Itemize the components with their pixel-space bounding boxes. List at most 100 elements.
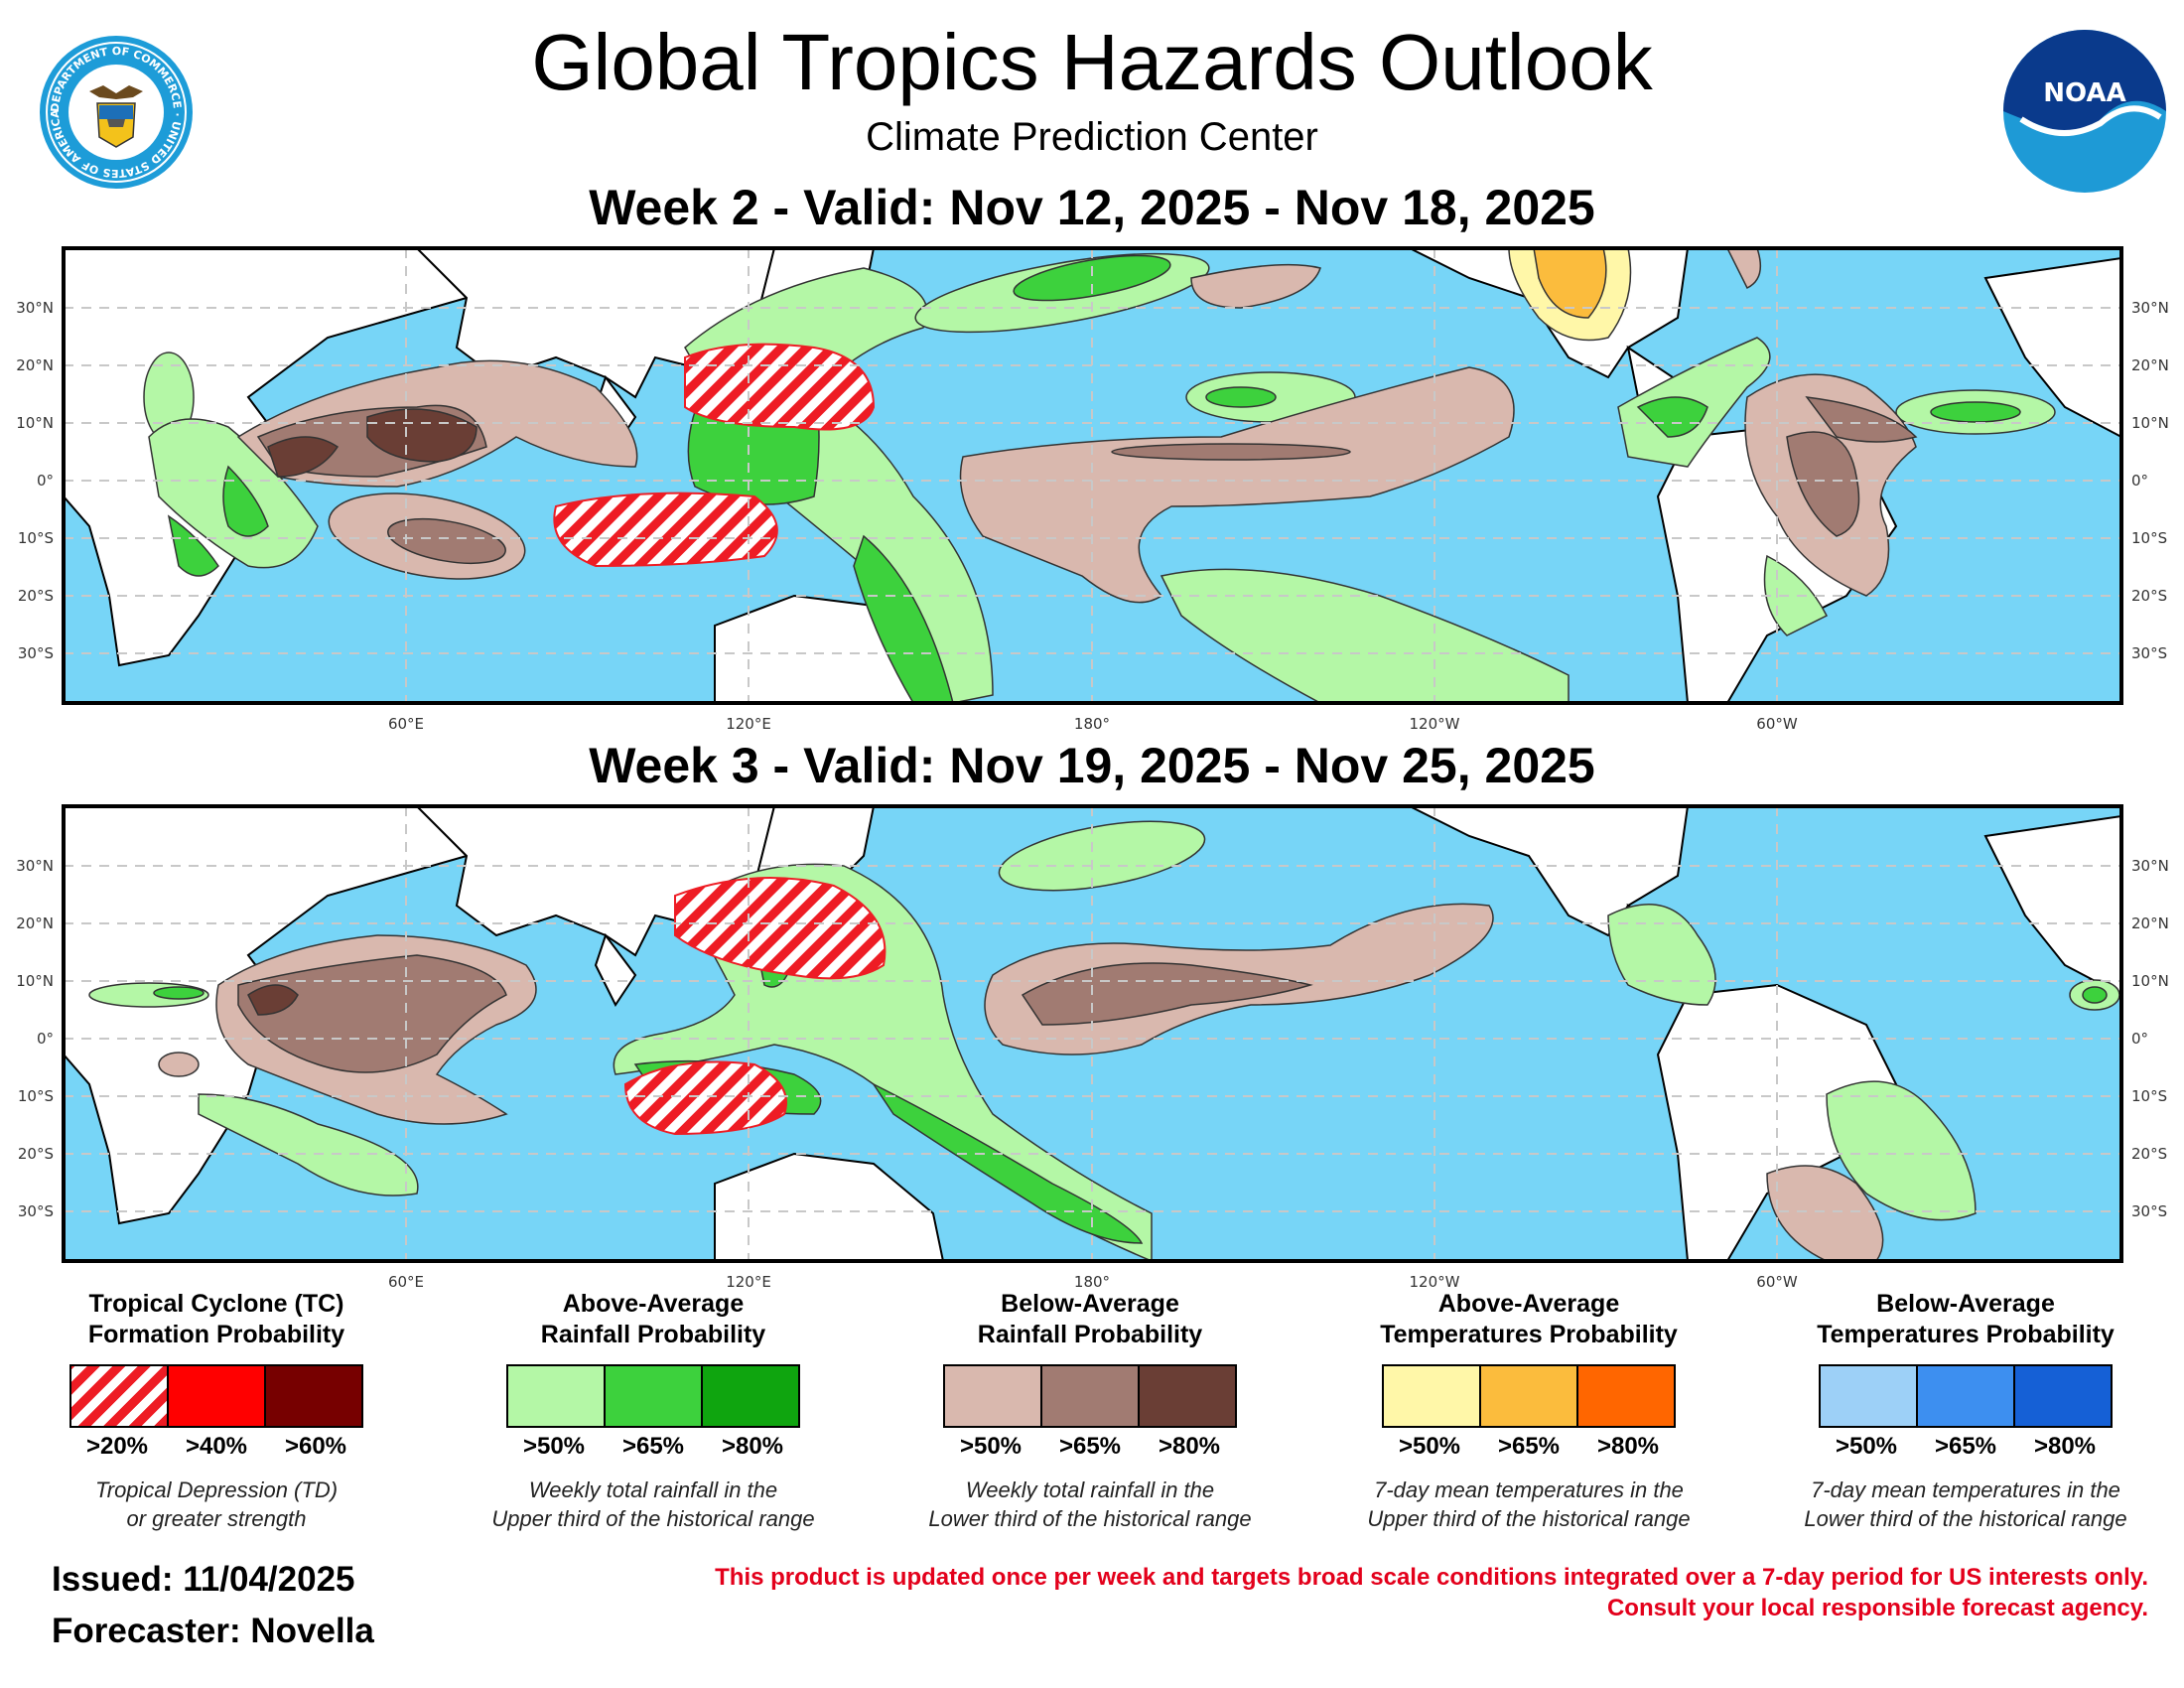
svg-text:120°W: 120°W — [1410, 1273, 1460, 1291]
legend-title-line1: Above-Average — [1437, 1290, 1620, 1318]
legend-swatch-temp-above-80 — [1576, 1364, 1676, 1428]
legend-tick: >65% — [1934, 1433, 1997, 1460]
week2-temp-above — [1508, 248, 1632, 342]
legend-swatch-rain-above-50 — [506, 1364, 606, 1428]
disclaimer-line1: This product is updated once per week an… — [715, 1564, 2148, 1591]
legend-tc-formation: Tropical Cyclone (TC) Formation Probabil… — [38, 1289, 395, 1533]
legend-swatch-rain-below-50 — [943, 1364, 1042, 1428]
legend-tick: >80% — [2033, 1433, 2097, 1460]
issued-date: Issued: 11/04/2025 — [52, 1560, 355, 1599]
legend-desc-line1: Tropical Depression (TD) — [94, 1477, 339, 1502]
week3-rain-below-65 — [237, 954, 1313, 1073]
legend-title-line2: Formation Probability — [87, 1321, 345, 1348]
legend-swatch-tc-20 — [69, 1364, 169, 1428]
legend-tick: >60% — [284, 1433, 347, 1460]
legend-swatch-tc-60 — [264, 1364, 363, 1428]
legend-tick: >50% — [1398, 1433, 1461, 1460]
svg-text:10°N: 10°N — [2131, 414, 2169, 432]
legend-tick: >80% — [1596, 1433, 1660, 1460]
svg-text:120°E: 120°E — [726, 715, 771, 733]
legend-temp-below: Below-Average Temperatures Probability >… — [1787, 1289, 2144, 1533]
week3-title: Week 3 - Valid: Nov 19, 2025 - Nov 25, 2… — [589, 738, 1595, 793]
legend-tick: >80% — [721, 1433, 784, 1460]
svg-text:20°N: 20°N — [2131, 914, 2169, 932]
disclaimer-line2: Consult your local responsible forecast … — [1606, 1595, 2148, 1621]
svg-text:60°E: 60°E — [388, 1273, 424, 1291]
svg-text:20°N: 20°N — [2131, 356, 2169, 374]
forecaster-name: Forecaster: Novella — [52, 1612, 374, 1650]
svg-text:30°S: 30°S — [18, 1202, 54, 1220]
legend-desc-line1: Weekly total rainfall in the — [965, 1477, 1215, 1502]
svg-text:60°E: 60°E — [388, 715, 424, 733]
svg-text:0°: 0° — [2131, 472, 2148, 490]
svg-text:NOAA: NOAA — [2043, 78, 2125, 108]
legend-tick: >65% — [621, 1433, 685, 1460]
svg-text:20°N: 20°N — [16, 914, 54, 932]
page-title: Global Tropics Hazards Outlook — [531, 18, 1653, 106]
legend-swatch-rain-above-80 — [701, 1364, 800, 1428]
legend-swatch-rain-below-80 — [1138, 1364, 1237, 1428]
legend-title-line1: Below-Average — [1876, 1290, 2055, 1318]
legend-swatch-rain-above-65 — [604, 1364, 703, 1428]
legend-tick: >65% — [1058, 1433, 1122, 1460]
svg-text:60°W: 60°W — [1756, 1273, 1798, 1291]
legend-title-line1: Tropical Cyclone (TC) — [88, 1290, 344, 1318]
svg-text:60°W: 60°W — [1756, 715, 1798, 733]
svg-text:10°N: 10°N — [16, 414, 54, 432]
legend-swatch-temp-above-65 — [1479, 1364, 1578, 1428]
svg-text:20°S: 20°S — [18, 587, 54, 605]
legend-desc-line1: 7-day mean temperatures in the — [1374, 1477, 1684, 1502]
legend-swatch-temp-above-50 — [1382, 1364, 1481, 1428]
noaa-logo-icon: NOAA — [2003, 30, 2166, 193]
svg-text:10°S: 10°S — [2131, 1087, 2167, 1105]
legend-swatch-temp-below-80 — [2013, 1364, 2113, 1428]
svg-text:30°N: 30°N — [2131, 857, 2169, 875]
svg-text:30°S: 30°S — [2131, 644, 2167, 662]
legend-desc-line2: Upper third of the historical range — [491, 1506, 815, 1531]
legend-desc-line2: Upper third of the historical range — [1367, 1506, 1691, 1531]
svg-text:120°W: 120°W — [1410, 715, 1460, 733]
svg-text:0°: 0° — [2131, 1030, 2148, 1048]
legend-title-line1: Below-Average — [1001, 1290, 1179, 1318]
svg-text:10°S: 10°S — [18, 1087, 54, 1105]
week2-title: Week 2 - Valid: Nov 12, 2025 - Nov 18, 2… — [589, 180, 1595, 235]
svg-text:20°S: 20°S — [2131, 1145, 2167, 1163]
legend-swatch-rain-below-65 — [1040, 1364, 1140, 1428]
week3-tc-formation-20 — [623, 877, 887, 1136]
legend-tick: >50% — [522, 1433, 586, 1460]
legend-title-line2: Temperatures Probability — [1817, 1321, 2115, 1348]
legend-swatch-tc-40 — [167, 1364, 266, 1428]
svg-text:30°N: 30°N — [16, 857, 54, 875]
week3-hazards-map: 30°N 20°N 10°N 0° 10°S 20°S 30°S 30°N 20… — [16, 804, 2169, 1291]
commerce-seal-icon: DEPARTMENT OF COMMERCE · UNITED STATES O… — [40, 36, 193, 189]
svg-text:180°: 180° — [1074, 715, 1110, 733]
legend-tick: >50% — [959, 1433, 1023, 1460]
svg-text:0°: 0° — [37, 472, 54, 490]
svg-text:20°S: 20°S — [18, 1145, 54, 1163]
week3-rain-below-80 — [247, 984, 299, 1016]
svg-text:30°N: 30°N — [16, 299, 54, 317]
legend-title-line2: Rainfall Probability — [977, 1321, 1203, 1348]
svg-text:20°S: 20°S — [2131, 587, 2167, 605]
legend-desc-line2: Lower third of the historical range — [928, 1506, 1252, 1531]
legend-title-line2: Temperatures Probability — [1380, 1321, 1678, 1348]
svg-text:30°S: 30°S — [18, 644, 54, 662]
legend-rain-below: Below-Average Rainfall Probability >50% … — [911, 1289, 1269, 1533]
svg-text:10°S: 10°S — [2131, 529, 2167, 547]
svg-text:10°N: 10°N — [16, 972, 54, 990]
page-subtitle: Climate Prediction Center — [866, 115, 1318, 159]
svg-text:10°N: 10°N — [2131, 972, 2169, 990]
svg-text:180°: 180° — [1074, 1273, 1110, 1291]
legend-title-line1: Above-Average — [562, 1290, 745, 1318]
legend-tick: >50% — [1835, 1433, 1898, 1460]
legend-title-line2: Rainfall Probability — [540, 1321, 766, 1348]
week3-gridlines — [64, 806, 2121, 1261]
svg-text:30°S: 30°S — [2131, 1202, 2167, 1220]
legend-tick: >40% — [185, 1433, 248, 1460]
svg-text:0°: 0° — [37, 1030, 54, 1048]
legend-desc-line2: Lower third of the historical range — [1804, 1506, 2127, 1531]
legend-desc-line1: Weekly total rainfall in the — [528, 1477, 778, 1502]
legend-desc-line1: 7-day mean temperatures in the — [1811, 1477, 2120, 1502]
legend-desc-line2: or greater strength — [126, 1506, 307, 1531]
legend-swatch-temp-below-65 — [1916, 1364, 2015, 1428]
